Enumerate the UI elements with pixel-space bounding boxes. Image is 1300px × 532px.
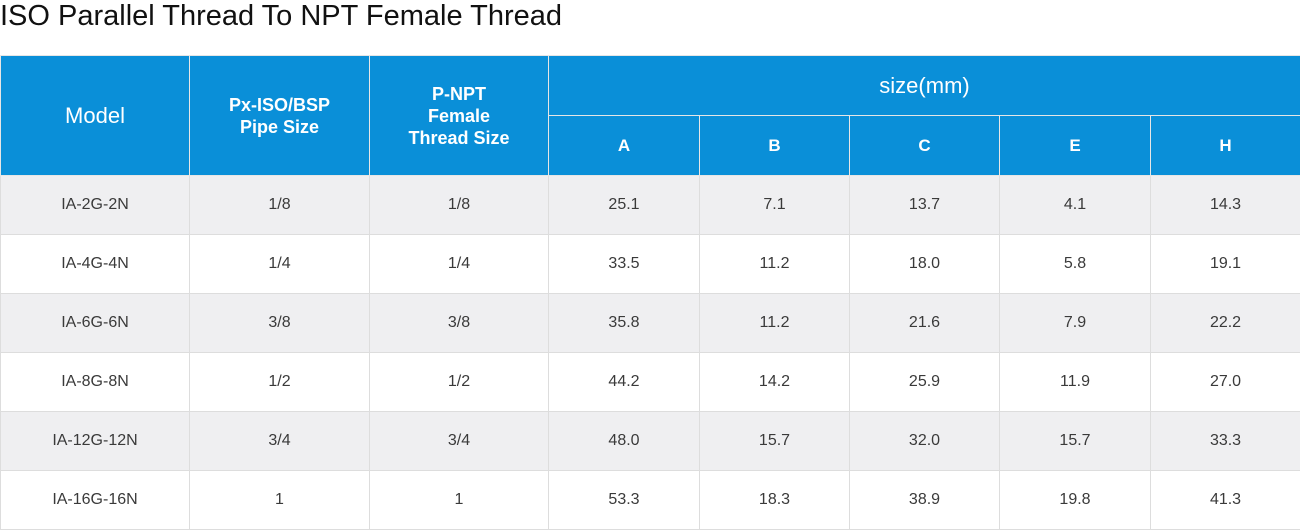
cell-c: 13.7 [849,175,1000,235]
table-row: IA-12G-12N 3/4 3/4 48.0 15.7 32.0 15.7 3… [0,411,1300,471]
cell-b: 15.7 [699,411,850,471]
cell-npt-size: 1 [369,470,549,530]
cell-a: 25.1 [548,175,700,235]
col-header-a: A [548,115,700,176]
cell-e: 4.1 [999,175,1151,235]
col-header-npt-size-line: P-NPT [432,83,486,104]
page-title: ISO Parallel Thread To NPT Female Thread [0,0,563,32]
cell-model: IA-16G-16N [0,470,190,530]
cell-b: 14.2 [699,352,850,412]
spec-table: Model Px-ISO/BSP Pipe Size P-NPT Female … [0,55,1300,530]
cell-pipe-size: 3/8 [189,293,370,353]
cell-a: 44.2 [548,352,700,412]
cell-e: 7.9 [999,293,1151,353]
col-header-e: E [999,115,1151,176]
cell-h: 22.2 [1149,293,1300,353]
cell-a: 48.0 [548,411,700,471]
cell-e: 11.9 [999,352,1151,412]
cell-model: IA-4G-4N [0,234,190,294]
cell-model: IA-2G-2N [0,175,190,235]
col-group-size-mm: size(mm) [547,55,1300,116]
cell-c: 18.0 [849,234,1000,294]
cell-model: IA-12G-12N [0,411,190,471]
cell-e: 5.8 [999,234,1151,294]
table-row: IA-2G-2N 1/8 1/8 25.1 7.1 13.7 4.1 14.3 [0,175,1300,235]
cell-e: 19.8 [999,470,1151,530]
cell-npt-size: 3/8 [369,293,549,353]
cell-h: 41.3 [1149,470,1300,530]
cell-npt-size: 1/4 [369,234,549,294]
table-row: IA-4G-4N 1/4 1/4 33.5 11.2 18.0 5.8 19.1 [0,234,1300,294]
col-header-h: H [1149,115,1300,176]
col-header-pipe-size: Px-ISO/BSP Pipe Size [189,55,370,176]
cell-model: IA-8G-8N [0,352,190,412]
cell-a: 53.3 [548,470,700,530]
cell-npt-size: 1/8 [369,175,549,235]
cell-model: IA-6G-6N [0,293,190,353]
col-header-npt-size-line: Female [427,105,491,126]
cell-b: 18.3 [699,470,850,530]
cell-b: 7.1 [699,175,850,235]
col-header-pipe-size-line: Pipe Size [239,116,320,137]
cell-h: 14.3 [1149,175,1300,235]
table-row: IA-8G-8N 1/2 1/2 44.2 14.2 25.9 11.9 27.… [0,352,1300,412]
cell-h: 33.3 [1149,411,1300,471]
table-header: Model Px-ISO/BSP Pipe Size P-NPT Female … [0,55,1300,176]
cell-npt-size: 1/2 [369,352,549,412]
cell-pipe-size: 1/8 [189,175,370,235]
cell-a: 35.8 [548,293,700,353]
cell-c: 25.9 [849,352,1000,412]
cell-c: 21.6 [849,293,1000,353]
col-header-model: Model [0,55,190,176]
cell-pipe-size: 1 [189,470,370,530]
cell-h: 19.1 [1149,234,1300,294]
cell-b: 11.2 [699,234,850,294]
col-header-b: B [699,115,850,176]
cell-pipe-size: 1/4 [189,234,370,294]
cell-pipe-size: 1/2 [189,352,370,412]
table-row: IA-6G-6N 3/8 3/8 35.8 11.2 21.6 7.9 22.2 [0,293,1300,353]
col-header-npt-size: P-NPT Female Thread Size [369,55,549,176]
cell-c: 32.0 [849,411,1000,471]
cell-a: 33.5 [548,234,700,294]
col-header-pipe-size-line: Px-ISO/BSP [228,94,331,115]
cell-b: 11.2 [699,293,850,353]
table-body: IA-2G-2N 1/8 1/8 25.1 7.1 13.7 4.1 14.3 … [0,175,1300,530]
cell-npt-size: 3/4 [369,411,549,471]
cell-e: 15.7 [999,411,1151,471]
col-header-npt-size-line: Thread Size [408,127,510,148]
col-header-c: C [849,115,1000,176]
cell-h: 27.0 [1149,352,1300,412]
cell-c: 38.9 [849,470,1000,530]
cell-pipe-size: 3/4 [189,411,370,471]
table-row: IA-16G-16N 1 1 53.3 18.3 38.9 19.8 41.3 [0,470,1300,530]
